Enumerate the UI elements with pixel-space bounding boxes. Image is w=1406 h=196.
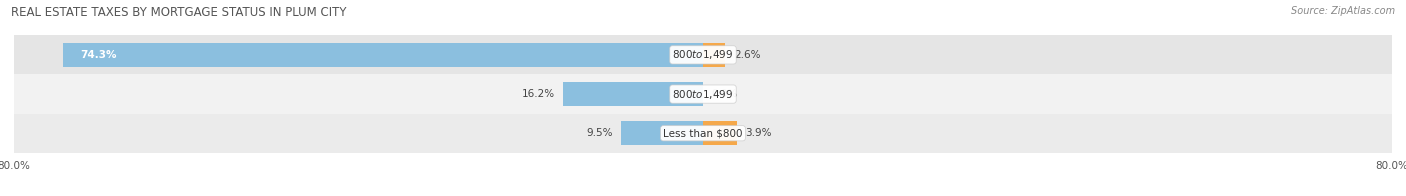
Bar (14, 35, 1392, 74)
Bar (14, 114, 1392, 153)
Text: Source: ZipAtlas.com: Source: ZipAtlas.com (1291, 6, 1395, 16)
Text: $800 to $1,499: $800 to $1,499 (672, 48, 734, 61)
Text: 2.6%: 2.6% (734, 50, 761, 60)
Bar (621, 121, 703, 145)
Text: 3.9%: 3.9% (745, 128, 772, 138)
Text: 16.2%: 16.2% (522, 89, 555, 99)
Text: $800 to $1,499: $800 to $1,499 (672, 88, 734, 101)
Bar (564, 82, 703, 106)
Text: 9.5%: 9.5% (586, 128, 613, 138)
Text: REAL ESTATE TAXES BY MORTGAGE STATUS IN PLUM CITY: REAL ESTATE TAXES BY MORTGAGE STATUS IN … (11, 6, 347, 19)
Bar (703, 43, 725, 67)
Text: 74.3%: 74.3% (80, 50, 117, 60)
Text: 0.0%: 0.0% (711, 89, 738, 99)
Bar (14, 74, 1392, 114)
Text: Less than $800: Less than $800 (664, 128, 742, 138)
Bar (703, 121, 737, 145)
Bar (63, 43, 703, 67)
